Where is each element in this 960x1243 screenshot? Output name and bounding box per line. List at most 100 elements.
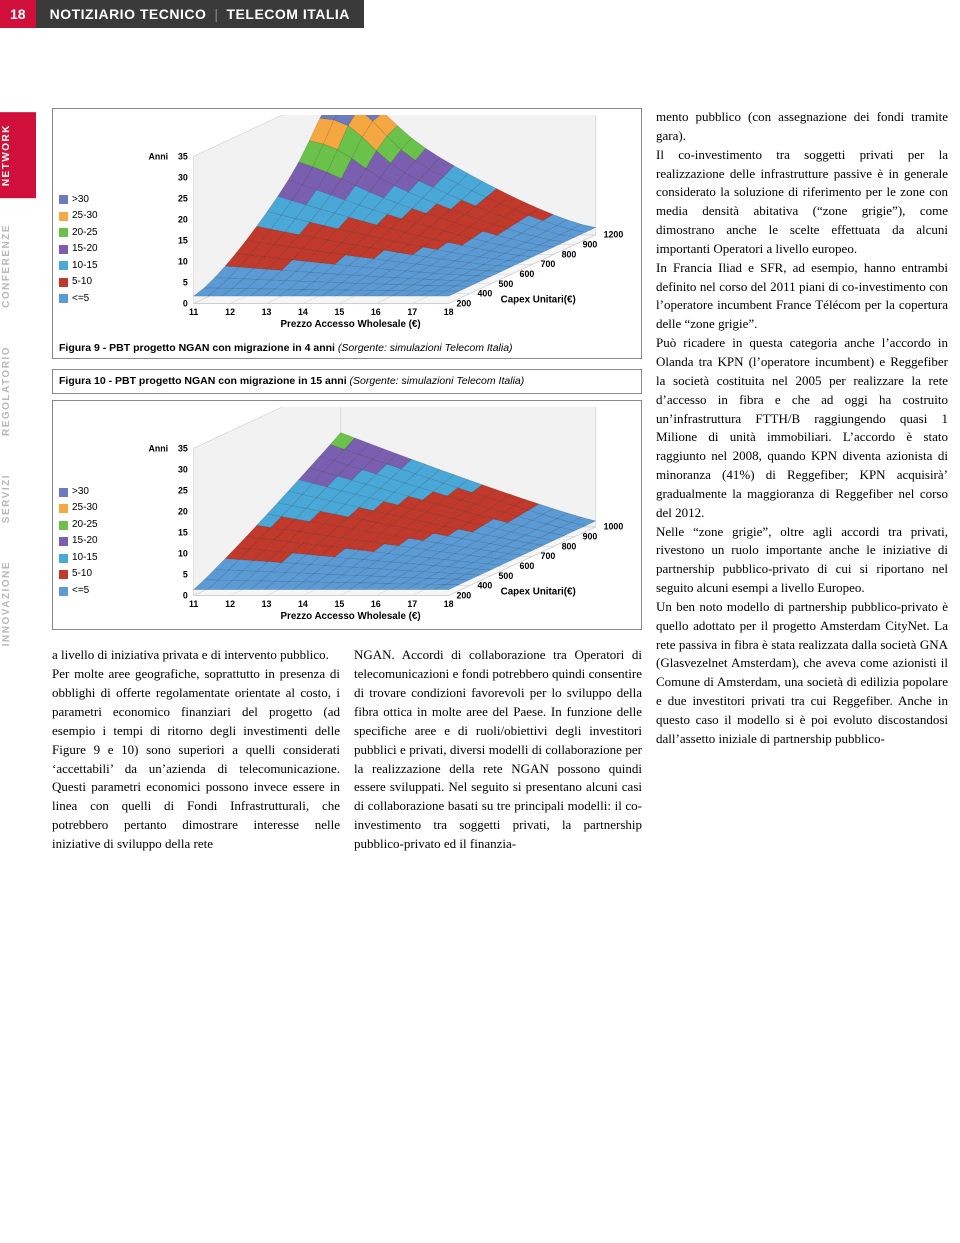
svg-text:1200: 1200 — [604, 230, 624, 240]
legend-label: 25-30 — [72, 209, 98, 224]
svg-text:900: 900 — [583, 532, 598, 542]
legend-label: >30 — [72, 485, 89, 500]
side-tab-regolatorio[interactable]: REGOLATORIO — [0, 334, 36, 448]
legend-swatch — [59, 212, 68, 221]
masthead-divider: | — [214, 4, 218, 24]
figure-9-chart: 35302520151050Anni1112131415161718Prezzo… — [125, 115, 635, 335]
side-tab-conferenze[interactable]: CONFERENZE — [0, 212, 36, 320]
svg-text:Capex Unitari(€): Capex Unitari(€) — [501, 294, 576, 305]
legend-swatch — [59, 521, 68, 530]
legend-item: <=5 — [59, 292, 119, 307]
svg-text:400: 400 — [478, 581, 493, 591]
legend-swatch — [59, 587, 68, 596]
svg-text:20: 20 — [178, 507, 188, 517]
svg-text:18: 18 — [444, 600, 454, 610]
body-col-3: mento pubblico (con assegnazione dei fon… — [656, 108, 948, 854]
figure-10-caption-source: (Sorgente: simulazioni Telecom Italia) — [350, 375, 525, 387]
main-columns: >3025-3020-2515-2010-155-10<=5 353025201… — [36, 108, 960, 854]
figure-10-legend: >3025-30 20-2515-20 10-155-10 <=5 — [59, 407, 119, 627]
svg-text:35: 35 — [178, 151, 188, 161]
figure-9-caption: Figura 9 - PBT progetto NGAN con migrazi… — [59, 341, 635, 356]
legend-label: >30 — [72, 193, 89, 208]
svg-text:12: 12 — [225, 600, 235, 610]
body-col-2: NGAN. Accordi di collaborazione tra Oper… — [354, 646, 642, 853]
page-header: 18 NOTIZIARIO TECNICO | TELECOM ITALIA — [0, 0, 960, 28]
legend-label: 15-20 — [72, 534, 98, 549]
masthead-title-a: NOTIZIARIO TECNICO — [50, 4, 207, 24]
legend-item: 15-20 — [59, 534, 119, 549]
svg-text:700: 700 — [541, 552, 556, 562]
legend-label: 5-10 — [72, 275, 92, 290]
svg-text:0: 0 — [183, 591, 188, 601]
figure-10-caption-text: Figura 10 - PBT progetto NGAN con migraz… — [59, 375, 347, 387]
svg-text:Prezzo Accesso Wholesale (€): Prezzo Accesso Wholesale (€) — [281, 611, 421, 622]
legend-swatch — [59, 294, 68, 303]
legend-label: 10-15 — [72, 259, 98, 274]
side-tab-network[interactable]: NETWORK — [0, 112, 36, 198]
legend-item: >30 — [59, 193, 119, 208]
masthead-title-b: TELECOM ITALIA — [227, 4, 350, 24]
svg-text:25: 25 — [178, 193, 188, 203]
svg-text:18: 18 — [444, 307, 454, 317]
legend-item: 25-30 — [59, 501, 119, 516]
legend-item: 10-15 — [59, 551, 119, 566]
legend-item: 25-30 — [59, 209, 119, 224]
legend-label: 5-10 — [72, 567, 92, 582]
svg-text:20: 20 — [178, 214, 188, 224]
figure-9-legend: >3025-30 20-2515-20 10-155-10 <=5 — [59, 115, 119, 335]
body-col-1: a livello di iniziativa privata e di int… — [52, 646, 340, 853]
svg-text:800: 800 — [562, 542, 577, 552]
svg-text:14: 14 — [298, 600, 308, 610]
legend-item: <=5 — [59, 584, 119, 599]
svg-text:Prezzo Accesso Wholesale (€): Prezzo Accesso Wholesale (€) — [281, 319, 421, 330]
svg-text:Anni: Anni — [149, 151, 169, 161]
legend-item: 20-25 — [59, 226, 119, 241]
figure-10: >3025-30 20-2515-20 10-155-10 <=5 35 30 25 20 1… — [52, 400, 642, 630]
svg-text:35: 35 — [178, 444, 188, 454]
svg-text:0: 0 — [183, 298, 188, 308]
svg-text:17: 17 — [407, 600, 417, 610]
side-tab-servizi[interactable]: SERVIZI — [0, 462, 36, 535]
svg-text:11: 11 — [189, 307, 198, 317]
svg-text:10: 10 — [178, 549, 188, 559]
svg-text:30: 30 — [178, 465, 188, 475]
svg-text:12: 12 — [225, 307, 235, 317]
svg-text:400: 400 — [478, 289, 493, 299]
legend-label: 20-25 — [72, 226, 98, 241]
svg-text:5: 5 — [183, 277, 188, 287]
figures-column: >3025-3020-2515-2010-155-10<=5 353025201… — [52, 108, 642, 854]
figure-10-chart: 35302520151050Anni1112131415161718Prezzo… — [125, 407, 635, 627]
legend-swatch — [59, 570, 68, 579]
side-tabs: NETWORK CONFERENZE REGOLATORIO SERVIZI INNOV… — [0, 108, 36, 854]
legend-item: 5-10 — [59, 275, 119, 290]
legend-label: 10-15 — [72, 551, 98, 566]
svg-text:500: 500 — [499, 279, 514, 289]
legend-label: <=5 — [72, 584, 89, 599]
svg-text:600: 600 — [520, 269, 535, 279]
below-figures-text: a livello di iniziativa privata e di int… — [52, 646, 642, 853]
svg-text:15: 15 — [178, 235, 188, 245]
svg-text:25: 25 — [178, 486, 188, 496]
svg-text:15: 15 — [334, 307, 344, 317]
legend-swatch — [59, 504, 68, 513]
svg-text:1000: 1000 — [604, 522, 624, 532]
svg-text:700: 700 — [541, 259, 556, 269]
legend-item: 5-10 — [59, 567, 119, 582]
legend-label: 15-20 — [72, 242, 98, 257]
svg-text:500: 500 — [499, 571, 514, 581]
svg-text:14: 14 — [298, 307, 308, 317]
legend-label: 20-25 — [72, 518, 98, 533]
svg-text:5: 5 — [183, 570, 188, 580]
legend-item: 15-20 — [59, 242, 119, 257]
legend-swatch — [59, 228, 68, 237]
svg-text:16: 16 — [371, 307, 381, 317]
side-tab-innovazione[interactable]: INNOVAZIONE — [0, 549, 36, 658]
svg-text:200: 200 — [457, 298, 472, 308]
svg-text:900: 900 — [583, 240, 598, 250]
svg-text:13: 13 — [262, 600, 272, 610]
legend-label: 25-30 — [72, 501, 98, 516]
svg-text:30: 30 — [178, 172, 188, 182]
legend-swatch — [59, 278, 68, 287]
page-number: 18 — [0, 0, 36, 28]
legend-label: <=5 — [72, 292, 89, 307]
